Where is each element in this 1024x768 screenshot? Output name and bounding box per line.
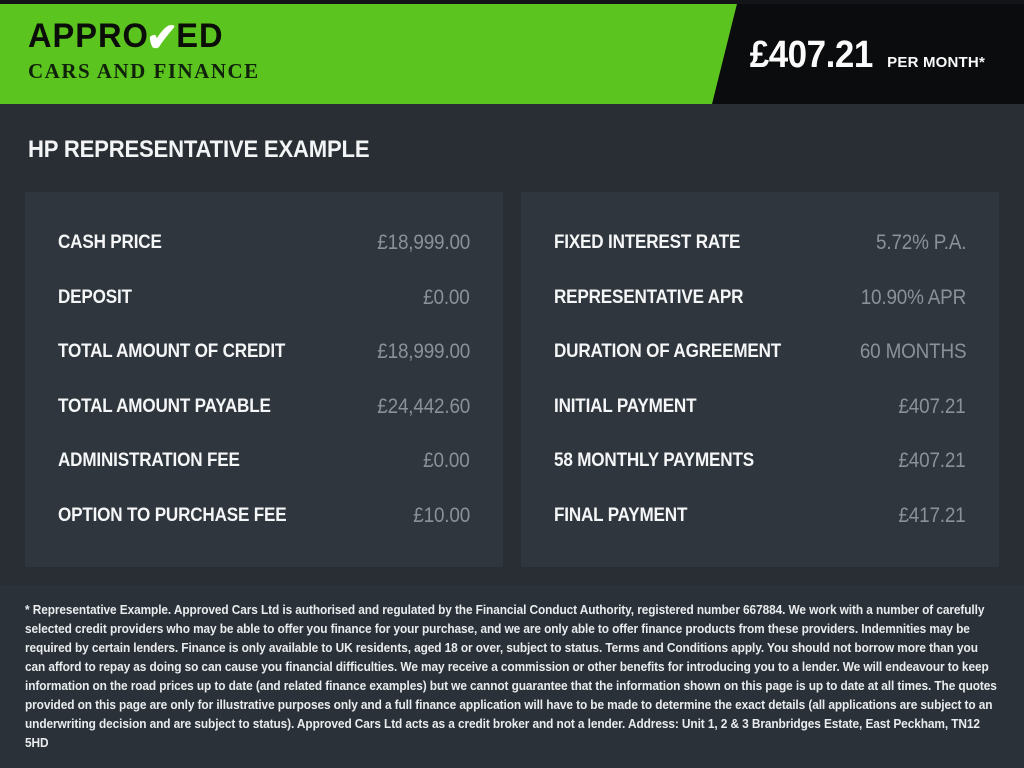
finance-row-value: £0.00 [423, 285, 471, 309]
finance-row: REPRESENTATIVE APR 10.90% APR [554, 286, 966, 310]
finance-row-value: £10.00 [413, 503, 470, 527]
finance-example-section: HP REPRESENTATIVE EXAMPLE CASH PRICE £18… [0, 104, 1024, 585]
finance-row-value: £417.21 [898, 503, 966, 527]
finance-row-label: DURATION OF AGREEMENT [554, 341, 782, 363]
finance-row-label: REPRESENTATIVE APR [554, 286, 744, 308]
finance-row-value: 60 MONTHS [859, 340, 966, 364]
finance-row-label: FINAL PAYMENT [554, 504, 688, 526]
finance-row-label: TOTAL AMOUNT PAYABLE [58, 395, 271, 417]
approved-cars-logo: APPRO✔ED CARS AND FINANCE [28, 18, 260, 82]
disclaimer-footer: * Representative Example. Approved Cars … [0, 585, 1024, 768]
finance-row-label: 58 MONTHLY PAYMENTS [554, 450, 754, 472]
finance-row-label: INITIAL PAYMENT [554, 395, 697, 417]
finance-row: FIXED INTEREST RATE 5.72% P.A. [554, 231, 966, 255]
finance-row-label: FIXED INTEREST RATE [554, 232, 741, 254]
finance-row-label: CASH PRICE [58, 232, 162, 254]
finance-row-value: £407.21 [898, 449, 966, 473]
finance-row: FINAL PAYMENT £417.21 [554, 504, 966, 528]
finance-row: TOTAL AMOUNT OF CREDIT £18,999.00 [58, 340, 470, 364]
finance-row: DURATION OF AGREEMENT 60 MONTHS [554, 340, 966, 364]
finance-panel-right: FIXED INTEREST RATE 5.72% P.A. REPRESENT… [521, 192, 999, 567]
monthly-price-suffix: PER MONTH* [887, 54, 985, 71]
finance-row-value: 5.72% P.A. [875, 231, 967, 255]
finance-row-value: £18,999.00 [377, 340, 470, 364]
finance-row: INITIAL PAYMENT £407.21 [554, 395, 966, 419]
finance-row-label: ADMINISTRATION FEE [58, 450, 240, 472]
finance-row-label: DEPOSIT [58, 286, 132, 308]
finance-row-label: TOTAL AMOUNT OF CREDIT [58, 341, 286, 363]
finance-row: ADMINISTRATION FEE £0.00 [58, 449, 470, 473]
top-border-strip [0, 0, 1024, 4]
finance-row: 58 MONTHLY PAYMENTS £407.21 [554, 449, 966, 473]
logo-text-post: ED [176, 17, 224, 55]
monthly-price: £407.21 PER MONTH* [739, 4, 985, 104]
checkmark-icon: ✔ [146, 16, 180, 60]
finance-panel-left: CASH PRICE £18,999.00 DEPOSIT £0.00 TOTA… [25, 192, 503, 567]
site-header: APPRO✔ED CARS AND FINANCE £407.21 PER MO… [0, 4, 1024, 104]
finance-row-value: £18,999.00 [377, 231, 470, 255]
finance-row: TOTAL AMOUNT PAYABLE £24,442.60 [58, 395, 470, 419]
monthly-price-amount: £407.21 [749, 34, 874, 76]
finance-row: DEPOSIT £0.00 [58, 286, 470, 310]
disclaimer-text: * Representative Example. Approved Cars … [25, 603, 997, 750]
finance-row: CASH PRICE £18,999.00 [58, 231, 470, 255]
finance-panels: CASH PRICE £18,999.00 DEPOSIT £0.00 TOTA… [25, 192, 999, 567]
finance-row: OPTION TO PURCHASE FEE £10.00 [58, 504, 470, 528]
logo-subtitle: CARS AND FINANCE [28, 59, 260, 83]
finance-row-value: £24,442.60 [377, 394, 470, 418]
page-title: HP REPRESENTATIVE EXAMPLE [28, 136, 370, 163]
finance-row-value: 10.90% APR [860, 285, 967, 309]
finance-row-value: £0.00 [423, 449, 471, 473]
logo-wordmark: APPRO✔ED [28, 18, 224, 58]
finance-row-label: OPTION TO PURCHASE FEE [58, 504, 287, 526]
logo-text-pre: APPRO [28, 17, 149, 55]
finance-row-value: £407.21 [898, 394, 966, 418]
